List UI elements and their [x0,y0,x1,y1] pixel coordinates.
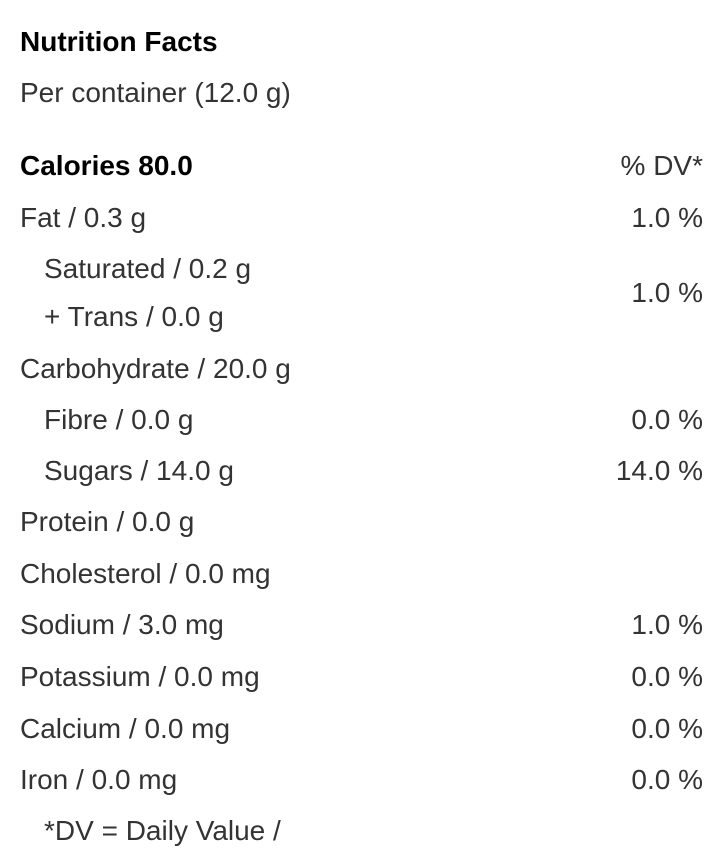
carbohydrate-label: Carbohydrate / 20.0 g [20,353,291,384]
nutrition-title: Nutrition Facts [20,26,218,57]
iron-label: Iron / 0.0 mg [20,764,178,795]
cholesterol-label: Cholesterol / 0.0 mg [20,558,271,589]
potassium-label: Potassium / 0.0 mg [20,661,260,692]
dv-header: % DV* [620,150,703,181]
sodium-dv: 1.0 % [631,609,703,640]
calcium-label: Calcium / 0.0 mg [20,713,231,744]
dv-footnote: *DV = Daily Value / [44,815,281,846]
calcium-dv: 0.0 % [631,713,703,744]
serving-size: Per container (12.0 g) [20,77,291,108]
protein-label: Protein / 0.0 g [20,506,195,537]
fibre-label: Fibre / 0.0 g [44,404,194,435]
fat-dv: 1.0 % [631,202,703,233]
saturated-trans-dv: 1.0 % [631,277,703,308]
sodium-label: Sodium / 3.0 mg [20,609,224,640]
fibre-dv: 0.0 % [631,404,703,435]
saturated-label: Saturated / 0.2 g [44,253,252,284]
iron-dv: 0.0 % [631,764,703,795]
trans-label: + Trans / 0.0 g [44,301,224,332]
sugars-dv: 14.0 % [615,455,703,486]
fat-label: Fat / 0.3 g [20,202,147,233]
sugars-label: Sugars / 14.0 g [44,455,234,486]
calories: Calories 80.0 [20,150,193,181]
potassium-dv: 0.0 % [631,661,703,692]
